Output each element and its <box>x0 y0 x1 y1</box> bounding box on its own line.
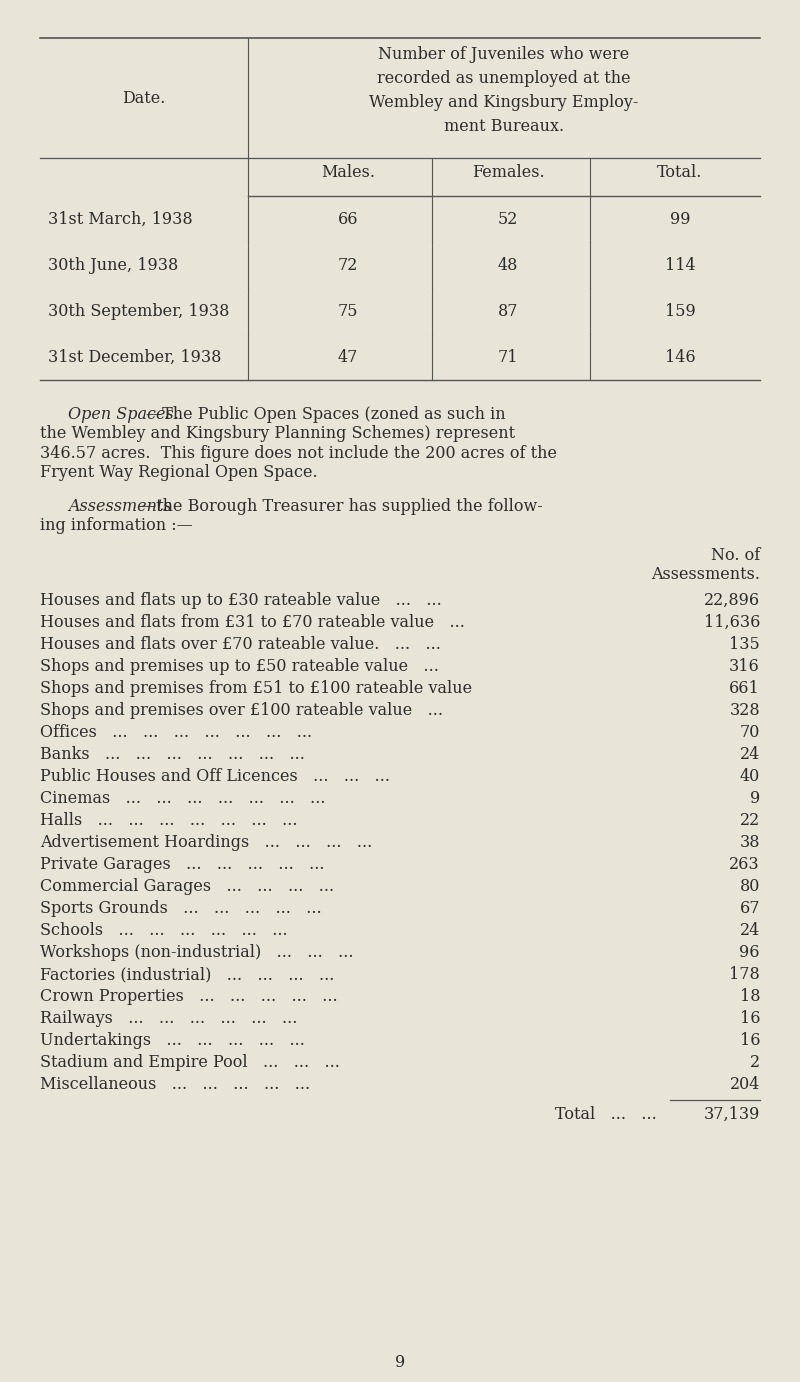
Text: ing information :—: ing information :— <box>40 517 193 533</box>
Text: Offices   ...   ...   ...   ...   ...   ...   ...: Offices ... ... ... ... ... ... ... <box>40 724 312 741</box>
Text: Sports Grounds   ...   ...   ...   ...   ...: Sports Grounds ... ... ... ... ... <box>40 900 322 918</box>
Text: Miscellaneous   ...   ...   ...   ...   ...: Miscellaneous ... ... ... ... ... <box>40 1077 310 1093</box>
Text: 263: 263 <box>730 855 760 873</box>
Text: 96: 96 <box>739 944 760 960</box>
Text: 31st March, 1938: 31st March, 1938 <box>48 210 193 228</box>
Text: 24: 24 <box>740 922 760 938</box>
Text: 67: 67 <box>739 900 760 918</box>
Text: Cinemas   ...   ...   ...   ...   ...   ...   ...: Cinemas ... ... ... ... ... ... ... <box>40 791 326 807</box>
Text: Schools   ...   ...   ...   ...   ...   ...: Schools ... ... ... ... ... ... <box>40 922 288 938</box>
Text: Houses and flats up to £30 rateable value   ...   ...: Houses and flats up to £30 rateable valu… <box>40 591 442 609</box>
Text: 87: 87 <box>498 303 518 319</box>
Text: Public Houses and Off Licences   ...   ...   ...: Public Houses and Off Licences ... ... .… <box>40 768 390 785</box>
Text: Halls   ...   ...   ...   ...   ...   ...   ...: Halls ... ... ... ... ... ... ... <box>40 813 298 829</box>
Text: Factories (industrial)   ...   ...   ...   ...: Factories (industrial) ... ... ... ... <box>40 966 334 983</box>
Text: 24: 24 <box>740 746 760 763</box>
Text: Shops and premises up to £50 rateable value   ...: Shops and premises up to £50 rateable va… <box>40 658 439 674</box>
Text: 159: 159 <box>665 303 695 319</box>
Text: 114: 114 <box>665 257 695 274</box>
Text: Workshops (non-industrial)   ...   ...   ...: Workshops (non-industrial) ... ... ... <box>40 944 354 960</box>
Text: Houses and flats from £31 to £70 rateable value   ...: Houses and flats from £31 to £70 rateabl… <box>40 614 465 632</box>
Text: 72: 72 <box>338 257 358 274</box>
Text: 9: 9 <box>750 791 760 807</box>
Text: Assessments: Assessments <box>68 498 171 515</box>
Text: Railways   ...   ...   ...   ...   ...   ...: Railways ... ... ... ... ... ... <box>40 1010 298 1027</box>
Text: Advertisement Hoardings   ...   ...   ...   ...: Advertisement Hoardings ... ... ... ... <box>40 833 372 851</box>
Text: 30th September, 1938: 30th September, 1938 <box>48 303 230 319</box>
Text: 48: 48 <box>498 257 518 274</box>
Text: 328: 328 <box>730 702 760 719</box>
Text: 38: 38 <box>739 833 760 851</box>
Text: 40: 40 <box>740 768 760 785</box>
Text: Stadium and Empire Pool   ...   ...   ...: Stadium and Empire Pool ... ... ... <box>40 1054 340 1071</box>
Text: Commercial Garages   ...   ...   ...   ...: Commercial Garages ... ... ... ... <box>40 878 334 896</box>
Text: 80: 80 <box>740 878 760 896</box>
Text: 47: 47 <box>338 348 358 365</box>
Text: Crown Properties   ...   ...   ...   ...   ...: Crown Properties ... ... ... ... ... <box>40 988 338 1005</box>
Text: 16: 16 <box>739 1010 760 1027</box>
Text: Males.: Males. <box>321 164 375 181</box>
Text: Open Spaces.: Open Spaces. <box>68 406 179 423</box>
Text: 16: 16 <box>739 1032 760 1049</box>
Text: Females.: Females. <box>472 164 544 181</box>
Text: Total.: Total. <box>658 164 702 181</box>
Text: 22: 22 <box>740 813 760 829</box>
Text: 661: 661 <box>730 680 760 697</box>
Text: 66: 66 <box>338 210 358 228</box>
Text: 30th June, 1938: 30th June, 1938 <box>48 257 178 274</box>
Text: 178: 178 <box>730 966 760 983</box>
Text: Private Garages   ...   ...   ...   ...   ...: Private Garages ... ... ... ... ... <box>40 855 325 873</box>
Text: 316: 316 <box>730 658 760 674</box>
Text: Number of Juveniles who were
recorded as unemployed at the
Wembley and Kingsbury: Number of Juveniles who were recorded as… <box>370 46 638 135</box>
Text: —the Borough Treasurer has supplied the follow-: —the Borough Treasurer has supplied the … <box>140 498 542 515</box>
Text: Assessments.: Assessments. <box>651 567 760 583</box>
Text: 52: 52 <box>498 210 518 228</box>
Text: 75: 75 <box>338 303 358 319</box>
Text: 71: 71 <box>498 348 518 365</box>
Text: Total   ...   ...: Total ... ... <box>555 1106 657 1124</box>
Text: 2: 2 <box>750 1054 760 1071</box>
Text: 37,139: 37,139 <box>704 1106 760 1124</box>
Text: 135: 135 <box>730 636 760 654</box>
Text: Shops and premises from £51 to £100 rateable value: Shops and premises from £51 to £100 rate… <box>40 680 472 697</box>
Text: 99: 99 <box>670 210 690 228</box>
Text: 31st December, 1938: 31st December, 1938 <box>48 348 222 365</box>
Text: Undertakings   ...   ...   ...   ...   ...: Undertakings ... ... ... ... ... <box>40 1032 305 1049</box>
Text: No. of: No. of <box>710 547 760 564</box>
Text: 11,636: 11,636 <box>704 614 760 632</box>
Text: 9: 9 <box>395 1354 405 1371</box>
Text: Shops and premises over £100 rateable value   ...: Shops and premises over £100 rateable va… <box>40 702 443 719</box>
Text: —The Public Open Spaces (zoned as such in: —The Public Open Spaces (zoned as such i… <box>146 406 506 423</box>
Text: the Wembley and Kingsbury Planning Schemes) represent
346.57 acres.  This figure: the Wembley and Kingsbury Planning Schem… <box>40 426 557 481</box>
Text: 146: 146 <box>665 348 695 365</box>
Text: Banks   ...   ...   ...   ...   ...   ...   ...: Banks ... ... ... ... ... ... ... <box>40 746 305 763</box>
Text: 70: 70 <box>740 724 760 741</box>
Text: Houses and flats over £70 rateable value.   ...   ...: Houses and flats over £70 rateable value… <box>40 636 441 654</box>
Text: Date.: Date. <box>122 90 166 106</box>
Text: 18: 18 <box>739 988 760 1005</box>
Text: 22,896: 22,896 <box>704 591 760 609</box>
Text: 204: 204 <box>730 1077 760 1093</box>
